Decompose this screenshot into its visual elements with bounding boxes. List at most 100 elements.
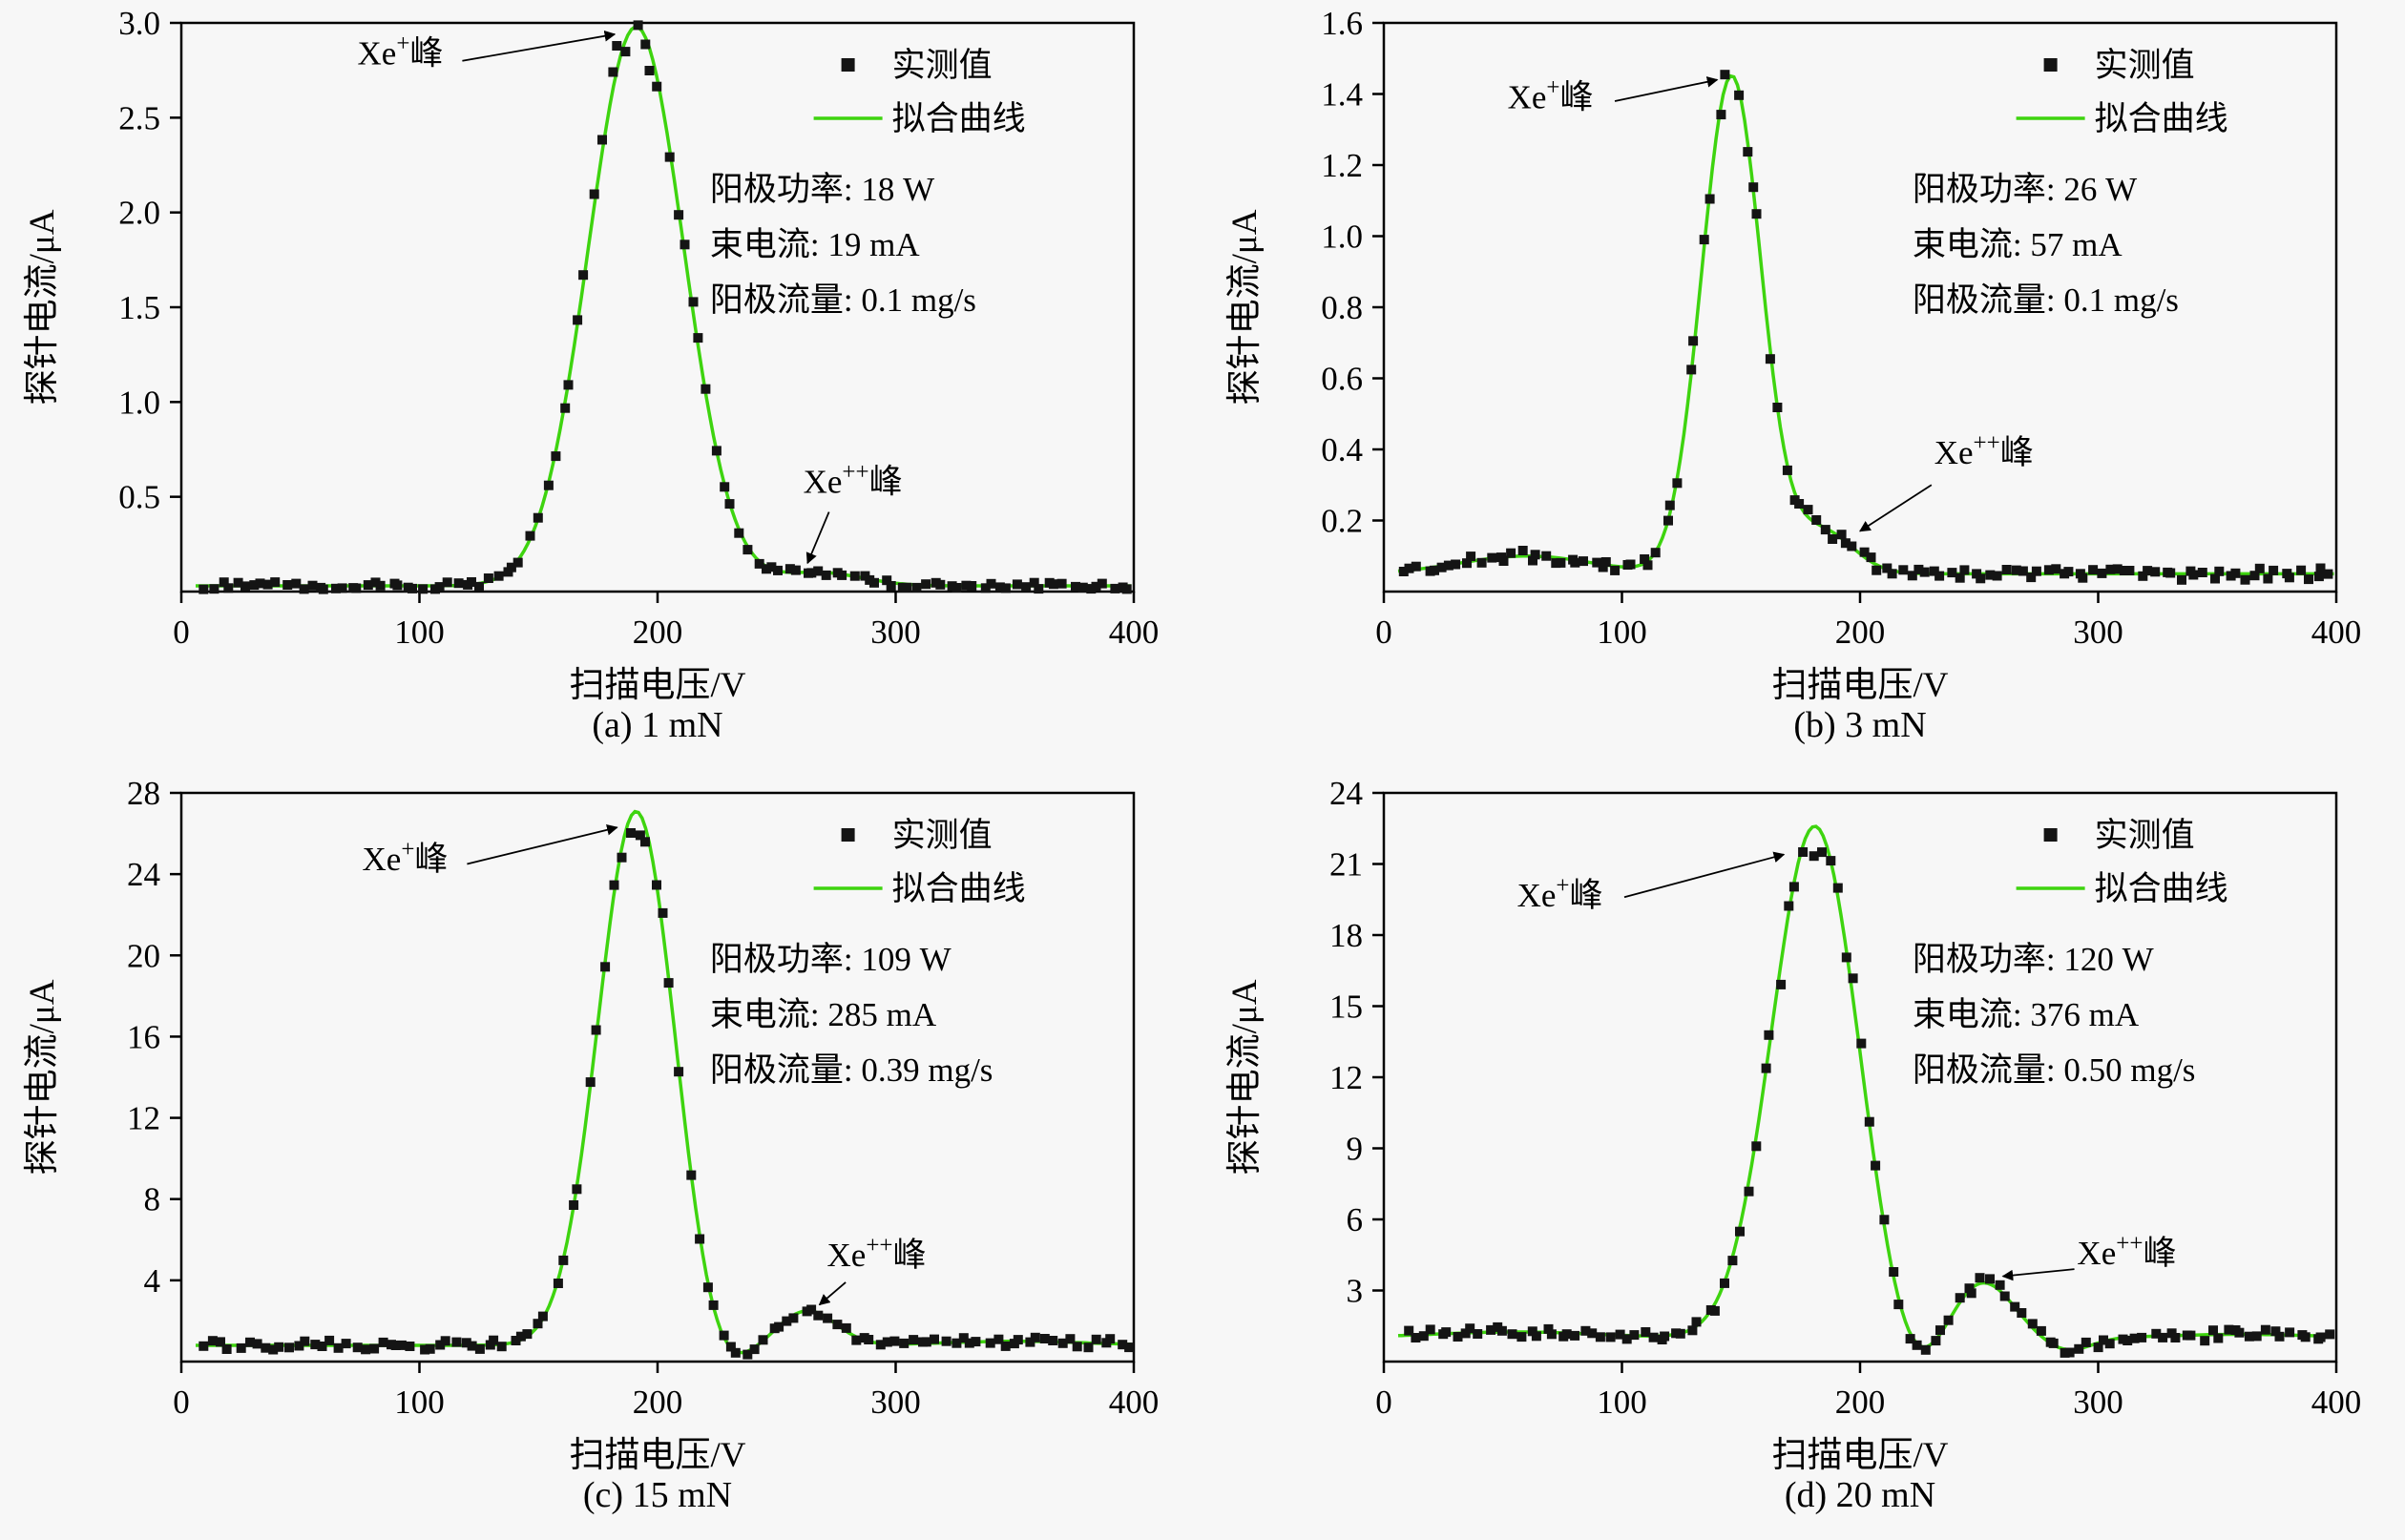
measured-point — [2017, 1308, 2027, 1318]
measured-point — [209, 584, 220, 594]
annotation-label: Xe+峰 — [358, 31, 444, 73]
measured-point — [1720, 1278, 1729, 1288]
measured-point — [2285, 1327, 2295, 1338]
x-tick-label: 0 — [1375, 1384, 1392, 1421]
measured-point — [1788, 882, 1799, 892]
measured-point — [1516, 1332, 1527, 1342]
y-tick-label: 6 — [1347, 1201, 1364, 1238]
measured-point — [1486, 1324, 1496, 1335]
measured-point — [1465, 1323, 1475, 1334]
measured-point — [1811, 515, 1822, 525]
measured-point — [1976, 573, 1986, 584]
measured-point — [941, 1336, 952, 1346]
measured-point — [899, 1338, 910, 1348]
measured-point — [688, 297, 699, 307]
measured-point — [2119, 566, 2129, 575]
measured-point — [652, 880, 661, 890]
measured-point — [1425, 1324, 1435, 1335]
measured-point — [199, 1341, 209, 1351]
legend-marker-icon — [2043, 828, 2058, 842]
measured-point — [633, 20, 643, 31]
measured-point — [1404, 1325, 1414, 1336]
measured-point — [2208, 1325, 2218, 1336]
measured-point — [2240, 574, 2250, 585]
measured-point — [1072, 1342, 1082, 1352]
measured-point — [2274, 1331, 2285, 1342]
measured-point — [361, 1344, 371, 1355]
measured-point — [2304, 574, 2313, 585]
measured-point — [1641, 1327, 1651, 1337]
measured-point — [392, 580, 403, 591]
measured-point — [2129, 1333, 2140, 1343]
measured-point — [1828, 534, 1838, 544]
y-axis-title: 探针电流/μA — [1224, 209, 1265, 405]
measured-point — [1610, 565, 1621, 575]
measured-points — [199, 828, 1135, 1360]
panel-c: 0 100 200 300 400 4 8 12 16 20 24 28 扫描电压/V 探针电流/μA 实测… — [0, 770, 1202, 1540]
measured-point — [1507, 1329, 1517, 1340]
measured-point — [724, 499, 735, 510]
measured-point — [1615, 1329, 1625, 1340]
measured-point — [1570, 557, 1580, 568]
measured-point — [1764, 1030, 1774, 1040]
measured-point — [964, 1338, 974, 1348]
measured-point — [2112, 564, 2123, 574]
measured-point — [1893, 1300, 1904, 1310]
measured-point — [2158, 1332, 2168, 1342]
measured-point — [909, 1335, 919, 1345]
measured-point — [1907, 571, 1917, 581]
measured-point — [889, 1336, 900, 1346]
measured-point — [1124, 1342, 1135, 1353]
measured-point — [2185, 1330, 2196, 1341]
measured-point — [1751, 1141, 1762, 1152]
measured-point — [1531, 1331, 1541, 1342]
y-tick-label: 18 — [1329, 917, 1363, 954]
measured-point — [742, 545, 753, 555]
measured-point — [1748, 182, 1759, 193]
measured-point — [474, 1343, 485, 1354]
y-tick-label: 2.5 — [118, 99, 160, 136]
measured-point — [420, 1344, 430, 1355]
annotation-arrow — [462, 30, 617, 62]
measured-point — [2263, 573, 2273, 584]
measured-point — [608, 67, 618, 77]
measured-point — [261, 1342, 271, 1353]
measured-point — [1056, 578, 1067, 589]
measured-point — [1765, 354, 1775, 364]
chart-caption-c: (c) 15 mN — [582, 1475, 733, 1515]
measured-point — [2051, 564, 2061, 574]
measured-point — [307, 580, 318, 591]
measured-point — [2165, 568, 2176, 578]
measured-point — [1841, 952, 1851, 963]
measured-point — [734, 528, 744, 538]
measured-point — [971, 1337, 981, 1347]
measured-point — [821, 570, 831, 580]
measured-point — [1864, 1116, 1874, 1127]
y-tick-label: 0.8 — [1321, 289, 1363, 326]
annotation-label: Xe++峰 — [827, 1233, 927, 1274]
measured-point — [2325, 1329, 2335, 1340]
y-tick-label: 9 — [1347, 1131, 1364, 1168]
chart-a: 0 100 200 300 400 0.5 1.0 1.5 2.0 2.5 3.0 扫描电压/V 探针电… — [22, 5, 1159, 705]
measured-point — [408, 583, 417, 593]
chart-d: 0 100 200 300 400 3 6 9 12 15 18 21 24 扫描电压/V 探针电流/μA 实… — [1224, 775, 2361, 1475]
measured-point — [1091, 1334, 1101, 1344]
measured-point — [600, 962, 611, 972]
measured-point — [483, 573, 493, 583]
measured-point — [337, 583, 347, 593]
measured-point — [1820, 525, 1830, 535]
measured-point — [1882, 563, 1893, 573]
measured-point — [980, 583, 991, 593]
measured-point — [333, 1342, 344, 1353]
measured-point — [2200, 1336, 2210, 1346]
measured-point — [1782, 465, 1792, 475]
measured-point — [591, 1025, 601, 1035]
x-axis-title: 扫描电压/V — [570, 1436, 746, 1475]
annotation-label: Xe+峰 — [363, 837, 449, 878]
measured-point — [558, 1255, 569, 1265]
measured-point — [864, 1335, 874, 1344]
measured-point — [1600, 557, 1611, 567]
annotation-arrow — [1614, 76, 1719, 102]
info-line: 束电流: 57 mA — [1913, 226, 2123, 263]
